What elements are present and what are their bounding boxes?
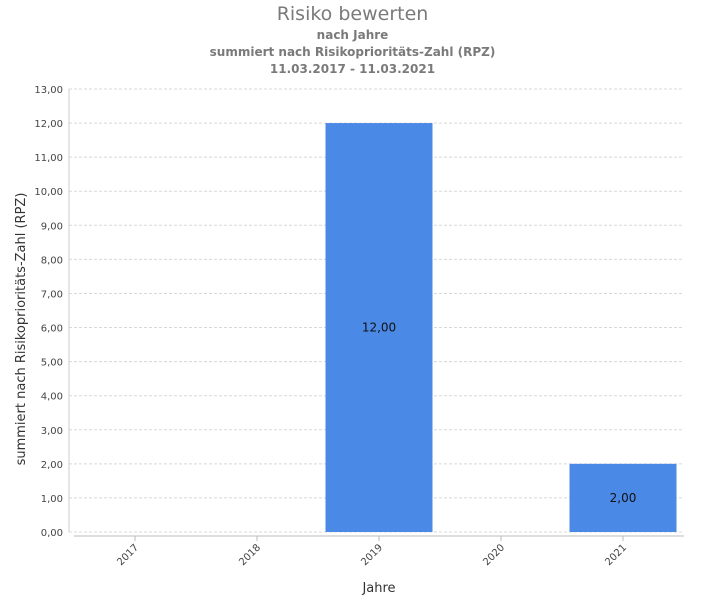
y-tick-label: 4,00 xyxy=(41,392,63,403)
x-tick-label: 2020 xyxy=(481,542,507,568)
y-tick-label: 12,00 xyxy=(34,119,63,130)
x-tick-label: 2017 xyxy=(115,542,141,568)
x-axis-label: Jahre xyxy=(361,581,395,596)
bar-2019 xyxy=(325,123,433,533)
bar-value-label: 2,00 xyxy=(610,491,637,505)
chart-subtitle-daterange: 11.03.2017 - 11.03.2021 xyxy=(269,62,436,76)
y-tick-label: 2,00 xyxy=(41,460,63,471)
y-tick-label: 0,00 xyxy=(41,528,63,539)
x-tick-label: 2018 xyxy=(237,542,263,568)
y-axis-ticks: 0,00 1,00 2,00 3,00 4,00 5,00 6,00 7,00 8,00 9,00… xyxy=(34,85,63,539)
bar-2021 xyxy=(569,463,677,532)
y-tick-label: 1,00 xyxy=(41,494,63,505)
x-axis-ticks: 2017 2018 2019 2020 2021 xyxy=(115,536,629,568)
bars: 12,00 2,00 xyxy=(325,123,677,533)
x-tick-label: 2019 xyxy=(359,542,385,568)
y-axis-label: summiert nach Risikoprioritäts-Zahl (RPZ… xyxy=(14,193,29,466)
y-tick-label: 13,00 xyxy=(34,85,63,96)
y-tick-label: 8,00 xyxy=(41,255,63,266)
y-tick-label: 5,00 xyxy=(41,358,63,369)
y-tick-label: 6,00 xyxy=(41,324,63,335)
chart-subtitle-grouping: nach Jahre xyxy=(316,28,389,42)
chart-title: Risiko bewerten xyxy=(276,3,429,25)
y-tick-label: 10,00 xyxy=(34,187,63,198)
y-tick-label: 3,00 xyxy=(41,426,63,437)
y-tick-label: 11,00 xyxy=(34,153,63,164)
bar-value-label: 12,00 xyxy=(362,321,396,335)
chart-subtitle-aggregation: summiert nach Risikoprioritäts-Zahl (RPZ… xyxy=(209,45,496,59)
x-tick-label: 2021 xyxy=(603,542,629,568)
y-tick-label: 9,00 xyxy=(41,221,63,232)
y-tick-label: 7,00 xyxy=(41,289,63,300)
